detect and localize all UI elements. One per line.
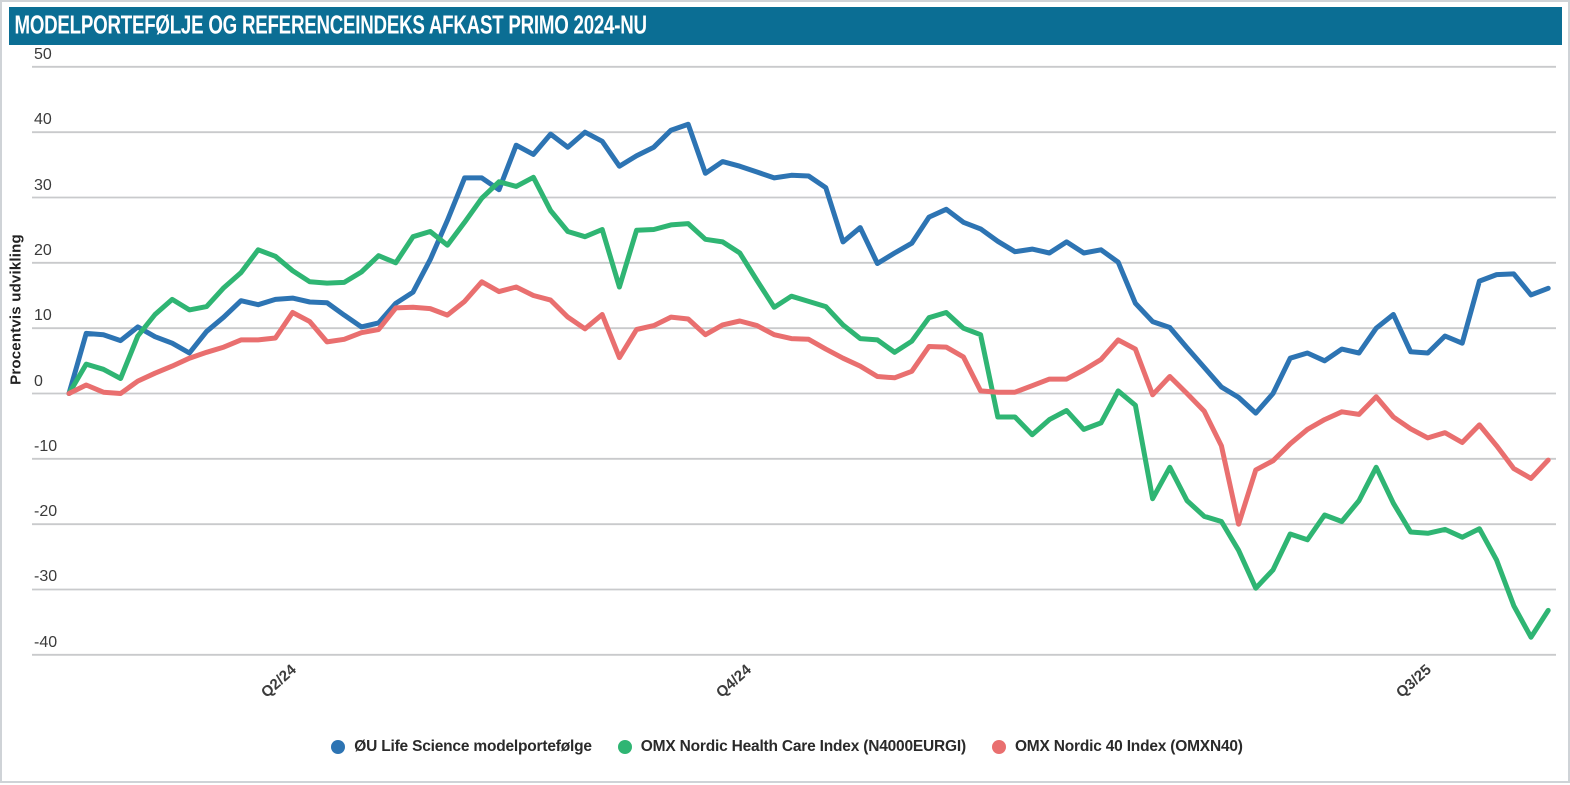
title-bar: MODELPORTEFØLJE OG REFERENCEINDEKS AFKAS… <box>9 7 1562 45</box>
y-tick-label: -40 <box>34 633 58 651</box>
legend-dot-icon <box>991 740 1006 754</box>
y-tick-label: 20 <box>34 241 52 259</box>
legend-dot-icon <box>617 740 632 754</box>
legend-item-1[interactable]: OMX Nordic Health Care Index (N4000EURGI… <box>617 738 966 756</box>
legend-label: OMX Nordic Health Care Index (N4000EURGI… <box>640 738 966 755</box>
y-tick-label: -10 <box>34 437 58 455</box>
legend-label: OMX Nordic 40 Index (OMXN40) <box>1014 738 1243 755</box>
series-line-0 <box>66 121 1551 416</box>
chart-title: MODELPORTEFØLJE OG REFERENCEINDEKS AFKAS… <box>14 10 647 41</box>
legend-item-0[interactable]: ØU Life Science modelportefølge <box>331 738 592 756</box>
y-axis-title: Procentvis udvikling <box>7 234 25 385</box>
y-tick-label: 50 <box>34 45 52 63</box>
series-line-1 <box>66 174 1551 640</box>
y-tick-label: 30 <box>34 176 52 194</box>
y-tick-label: -20 <box>34 503 58 521</box>
legend: ØU Life Science modelportefølge OMX Nordi… <box>2 734 1570 760</box>
legend-item-2[interactable]: OMX Nordic 40 Index (OMXN40) <box>991 738 1243 756</box>
legend-label: ØU Life Science modelportefølge <box>354 738 592 755</box>
y-tick-label: 0 <box>34 372 43 390</box>
series-line-2 <box>66 279 1551 527</box>
y-tick-label: 10 <box>34 307 52 325</box>
y-tick-label: -30 <box>34 568 58 586</box>
y-tick-label: 40 <box>34 111 52 129</box>
legend-dot-icon <box>331 740 346 754</box>
